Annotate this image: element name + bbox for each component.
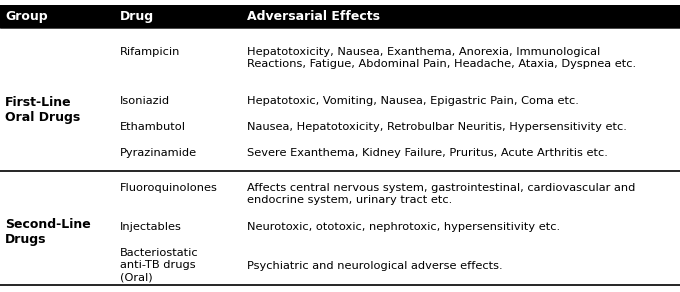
Text: Psychiatric and neurological adverse effects.: Psychiatric and neurological adverse eff… xyxy=(247,261,503,271)
Text: Isoniazid: Isoniazid xyxy=(120,96,170,106)
Text: Ethambutol: Ethambutol xyxy=(120,122,186,132)
Text: Fluoroquinolones: Fluoroquinolones xyxy=(120,183,218,193)
Bar xyxy=(0,5,680,28)
Text: Second-Line
Drugs: Second-Line Drugs xyxy=(5,218,90,246)
Text: Affects central nervous system, gastrointestinal, cardiovascular and
endocrine s: Affects central nervous system, gastroin… xyxy=(247,183,635,205)
Text: First-Line
Oral Drugs: First-Line Oral Drugs xyxy=(5,95,80,124)
Text: Drug: Drug xyxy=(120,10,154,23)
Text: Hepatotoxicity, Nausea, Exanthema, Anorexia, Immunological
Reactions, Fatigue, A: Hepatotoxicity, Nausea, Exanthema, Anore… xyxy=(247,47,636,69)
Text: Pyrazinamide: Pyrazinamide xyxy=(120,148,197,158)
Text: Neurotoxic, ototoxic, nephrotoxic, hypersensitivity etc.: Neurotoxic, ototoxic, nephrotoxic, hyper… xyxy=(247,222,560,232)
Text: Bacteriostatic
anti-TB drugs
(Oral): Bacteriostatic anti-TB drugs (Oral) xyxy=(120,248,199,283)
Text: Adversarial Effects: Adversarial Effects xyxy=(247,10,380,23)
Text: Hepatotoxic, Vomiting, Nausea, Epigastric Pain, Coma etc.: Hepatotoxic, Vomiting, Nausea, Epigastri… xyxy=(247,96,579,106)
Text: Severe Exanthema, Kidney Failure, Pruritus, Acute Arthritis etc.: Severe Exanthema, Kidney Failure, Prurit… xyxy=(247,148,608,158)
Text: Injectables: Injectables xyxy=(120,222,182,232)
Text: Nausea, Hepatotoxicity, Retrobulbar Neuritis, Hypersensitivity etc.: Nausea, Hepatotoxicity, Retrobulbar Neur… xyxy=(247,122,627,132)
Text: Group: Group xyxy=(5,10,48,23)
Text: Rifampicin: Rifampicin xyxy=(120,47,180,57)
